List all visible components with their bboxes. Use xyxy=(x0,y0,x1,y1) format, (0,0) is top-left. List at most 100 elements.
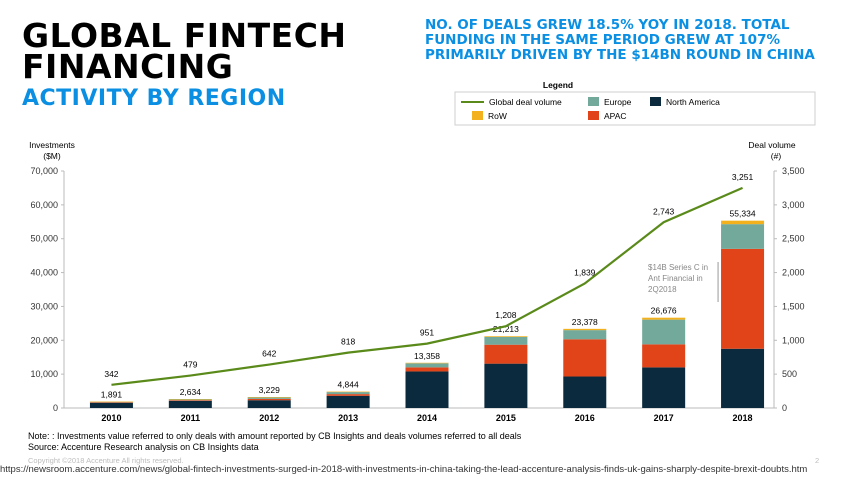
y-right-tick-label: 500 xyxy=(782,369,797,379)
x-tick-label: 2018 xyxy=(733,413,753,423)
legend-swatch-europe xyxy=(588,97,599,106)
bar-apac xyxy=(89,402,133,403)
y-left-tick-label: 30,000 xyxy=(30,301,58,311)
x-tick-label: 2012 xyxy=(259,413,279,423)
y-left-tick-label: 70,000 xyxy=(30,166,58,176)
bar-north-america xyxy=(168,400,212,408)
bar-europe xyxy=(484,336,528,345)
bar-north-america xyxy=(642,367,686,408)
title-line-1: GLOBAL FINTECH xyxy=(22,16,347,55)
legend-label-global-deal-volume: Global deal volume xyxy=(489,97,562,107)
bar-total-label: 2,634 xyxy=(180,387,202,397)
bar-total-label: 26,676 xyxy=(651,306,677,316)
bar-total-label: 21,213 xyxy=(493,324,519,334)
bar-apac xyxy=(563,339,607,377)
source-url[interactable]: https://newsroom.accenture.com/news/glob… xyxy=(0,464,808,475)
y-right-tick-label: 2,500 xyxy=(782,234,805,244)
deal-volume-label: 818 xyxy=(341,337,355,347)
deal-volume-label: 1,839 xyxy=(574,267,596,277)
y-left-tick-label: 60,000 xyxy=(30,200,58,210)
bar-north-america xyxy=(563,376,607,408)
bar-north-america xyxy=(405,371,449,408)
y-right-tick-label: 2,000 xyxy=(782,268,805,278)
y-left-tick-label: 20,000 xyxy=(30,335,58,345)
legend-swatch-row xyxy=(472,111,483,120)
x-tick-label: 2013 xyxy=(338,413,358,423)
note-text: Note: : Investments value referred to on… xyxy=(28,431,522,441)
y-left-tick-label: 40,000 xyxy=(30,268,58,278)
y-left-tick-label: 10,000 xyxy=(30,369,58,379)
y-left-tick-label: 0 xyxy=(53,403,58,413)
x-tick-label: 2017 xyxy=(654,413,674,423)
legend-label-apac: APAC xyxy=(604,111,627,121)
footnote: Note: : Investments value referred to on… xyxy=(28,431,521,453)
y-right-tick-label: 3,500 xyxy=(782,166,805,176)
y-right-tick-label: 1,500 xyxy=(782,301,805,311)
bar-total-label: 55,334 xyxy=(730,209,756,219)
bar-row xyxy=(721,220,765,225)
x-tick-label: 2016 xyxy=(575,413,595,423)
bar-europe xyxy=(405,363,449,368)
legend-label-north-america: North America xyxy=(666,97,720,107)
legend-swatch-north-america xyxy=(650,97,661,106)
legend-title: Legend xyxy=(543,80,573,90)
bar-europe xyxy=(247,397,291,399)
y-right-title-line1: Deal volume xyxy=(748,140,796,150)
bar-row xyxy=(563,328,607,331)
legend-label-europe: Europe xyxy=(604,97,632,107)
y-left-title-line2: ($M) xyxy=(43,151,61,161)
bar-apac xyxy=(247,398,291,401)
x-tick-label: 2010 xyxy=(101,413,121,423)
title-line-2: FINANCING xyxy=(22,47,234,86)
bar-row xyxy=(247,397,291,398)
y-right-title-line2: (#) xyxy=(771,151,782,161)
deal-volume-line xyxy=(111,186,743,386)
annotation-text: 2Q2018 xyxy=(648,285,677,294)
y-left-tick-label: 50,000 xyxy=(30,234,58,244)
deal-volume-label: 342 xyxy=(104,369,118,379)
x-tick-label: 2015 xyxy=(496,413,516,423)
legend-box xyxy=(454,91,816,126)
legend-label-row: RoW xyxy=(488,111,507,121)
bar-row xyxy=(326,391,370,393)
bar-total-label: 1,891 xyxy=(101,390,123,400)
bar-total-label: 23,378 xyxy=(572,317,598,327)
bar-apac xyxy=(326,394,370,396)
bar-europe xyxy=(326,392,370,395)
bar-north-america xyxy=(721,348,765,408)
bar-row xyxy=(484,336,528,337)
title: GLOBAL FINTECH FINANCING xyxy=(22,16,347,86)
annotation-text: Ant Financial in xyxy=(648,274,703,283)
bar-europe xyxy=(642,319,686,345)
bar-europe xyxy=(563,330,607,340)
bar-apac xyxy=(484,344,528,364)
bar-europe xyxy=(721,224,765,249)
deal-volume-label: 951 xyxy=(420,328,434,338)
deal-volume-label: 642 xyxy=(262,349,276,359)
page-number: 2 xyxy=(815,456,820,465)
x-tick-label: 2014 xyxy=(417,413,437,423)
y-left-title-line1: Investments xyxy=(29,140,75,150)
bar-apac xyxy=(168,400,212,401)
source-text: Source: Accenture Research analysis on C… xyxy=(28,442,259,452)
deal-volume-label: 479 xyxy=(183,360,197,370)
x-tick-label: 2011 xyxy=(181,413,201,423)
deal-volume-label: 1,208 xyxy=(495,310,517,320)
bar-apac xyxy=(405,367,449,372)
legend-swatch-apac xyxy=(588,111,599,120)
bar-total-label: 13,358 xyxy=(414,351,440,361)
annotation-text: $14B Series C in xyxy=(648,263,708,272)
bar-total-label: 3,229 xyxy=(259,385,281,395)
bar-north-america xyxy=(326,395,370,408)
subtitle: ACTIVITY BY REGION xyxy=(22,86,286,111)
bar-row xyxy=(405,362,449,364)
y-right-tick-label: 1,000 xyxy=(782,335,805,345)
copyright: Copyright ©2018 Accenture All rights res… xyxy=(28,456,184,465)
bar-row xyxy=(642,317,686,320)
bar-total-label: 4,844 xyxy=(337,380,359,390)
y-right-tick-label: 3,000 xyxy=(782,200,805,210)
bar-europe xyxy=(168,399,212,401)
bar-north-america xyxy=(89,402,133,408)
y-right-tick-label: 0 xyxy=(782,403,787,413)
bar-row xyxy=(168,399,212,400)
